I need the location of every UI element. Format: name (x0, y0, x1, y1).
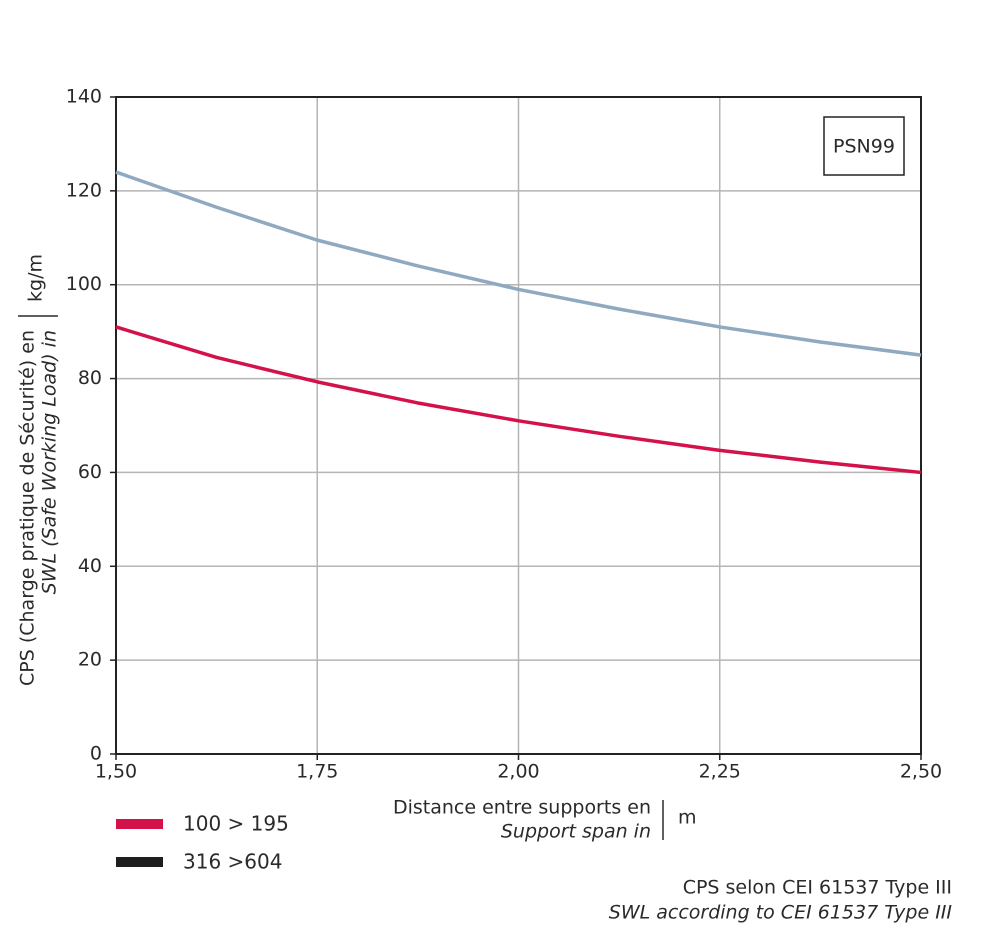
legend-label: 316 >604 (183, 850, 282, 874)
x-unit: m (678, 807, 697, 829)
x-label: Distance entre supports en (393, 797, 651, 819)
y-tick-label: 140 (66, 86, 102, 108)
footnote: SWL according to CEI 61537 Type III (609, 902, 953, 924)
y-label-group: CPS (Charge pratique de Sécurité) en SWL… (17, 254, 61, 686)
y-tick-label: 40 (78, 555, 102, 577)
annotation-box (823, 116, 905, 176)
y-tick-label: 80 (78, 367, 102, 389)
x-tick-label: 2,25 (699, 761, 741, 783)
x-label-en: Support span in (501, 821, 651, 843)
y-tick-label: 60 (78, 461, 102, 483)
data-line (115, 325, 922, 475)
y-tick-label: 120 (66, 179, 102, 201)
y-label: CPS (Charge pratique de Sécurité) en (17, 330, 39, 686)
y-tick-label: 20 (78, 649, 102, 671)
legend-label: 100 > 195 (183, 812, 289, 836)
y-tick-label: 0 (90, 743, 102, 765)
y-tick-label: 100 (66, 273, 102, 295)
annotation: PSN99 (833, 136, 895, 158)
data-line (115, 170, 922, 357)
x-tick-label: 1,50 (95, 761, 137, 783)
x-tick-label: 2,00 (497, 761, 539, 783)
y-unit: kg/m (25, 254, 47, 302)
x-tick-label: 2,50 (900, 761, 942, 783)
legend-swatch (116, 857, 163, 867)
legend-swatch (116, 819, 163, 829)
footnote: CPS selon CEI 61537 Type III (683, 877, 952, 899)
x-tick-label: 1,75 (296, 761, 338, 783)
plot-frame (115, 96, 922, 755)
y-label-en: SWL (Safe Working Load) in (39, 330, 61, 594)
